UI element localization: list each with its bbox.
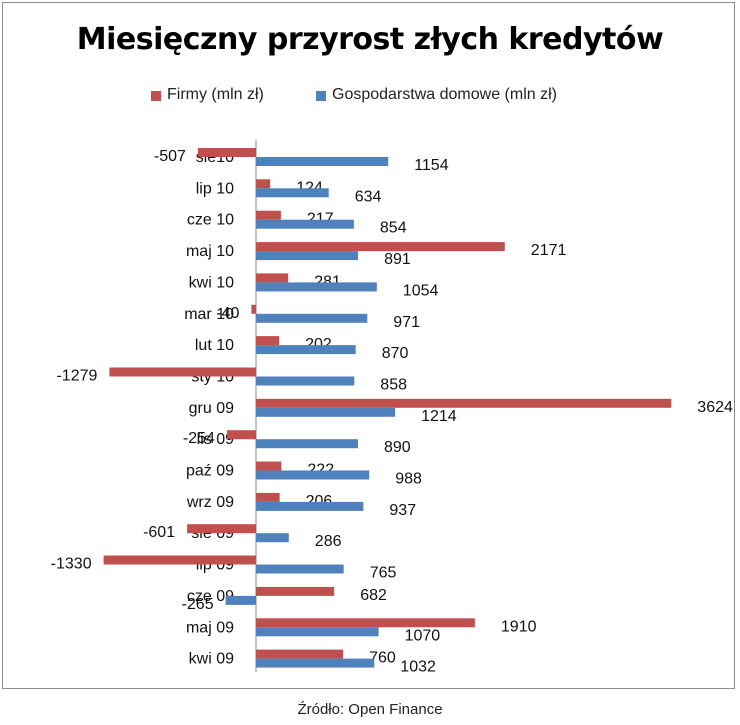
- category-label: maj 10: [186, 243, 234, 260]
- data-label-gospodarstwa: 891: [384, 251, 411, 268]
- data-label-gospodarstwa: 870: [382, 345, 409, 362]
- bar-firmy: [256, 618, 475, 628]
- data-label-gospodarstwa: 937: [389, 502, 416, 519]
- data-label-gospodarstwa: 1214: [421, 408, 457, 425]
- category-label: lip 10: [196, 180, 234, 197]
- data-label-gospodarstwa: 890: [384, 439, 411, 456]
- bar-gospodarstwa: [256, 313, 368, 323]
- data-label-gospodarstwa: 988: [395, 471, 422, 488]
- bar-firmy: [256, 273, 289, 283]
- category-label: kwi 10: [189, 274, 234, 291]
- bar-gospodarstwa: [256, 501, 364, 511]
- data-label-gospodarstwa: 1032: [400, 659, 436, 676]
- category-label: wrz 09: [186, 494, 234, 511]
- bar-gospodarstwa: [256, 470, 370, 480]
- category-label: kwi 09: [189, 651, 234, 668]
- data-label-gospodarstwa: 634: [355, 188, 382, 205]
- category-label: cze 10: [187, 212, 234, 229]
- category-label: lis 09: [197, 431, 234, 448]
- data-label-firmy: 760: [369, 650, 396, 667]
- data-label-gospodarstwa: 286: [315, 533, 342, 550]
- category-label: cze 09: [187, 588, 234, 605]
- bar-gospodarstwa: [256, 157, 389, 166]
- data-label-gospodarstwa: 1054: [403, 282, 439, 299]
- data-label-firmy: -40: [216, 305, 239, 322]
- data-label-gospodarstwa: 765: [370, 565, 397, 582]
- bar-gospodarstwa: [256, 376, 355, 386]
- data-label-firmy: -254: [183, 430, 215, 447]
- bar-gospodarstwa: [256, 407, 396, 417]
- data-label-firmy: 1910: [501, 618, 537, 635]
- bar-firmy: [256, 492, 280, 502]
- bar-firmy: [109, 367, 257, 377]
- bar-gospodarstwa: [256, 564, 344, 574]
- bar-firmy: [256, 398, 672, 408]
- data-label-firmy: 2171: [531, 242, 567, 259]
- bar-firmy: [256, 336, 280, 346]
- data-label-gospodarstwa: 858: [380, 377, 407, 394]
- data-label-firmy: -601: [143, 524, 175, 541]
- bar-gospodarstwa: [256, 251, 359, 261]
- legend-label-gospodarstwa: Gospodarstwa domowe (mln zł): [332, 86, 557, 103]
- bar-firmy: [256, 242, 505, 252]
- bar-firmy: [187, 524, 256, 534]
- data-label-gospodarstwa: 854: [380, 220, 407, 237]
- data-label-gospodarstwa: -265: [182, 596, 214, 613]
- legend-label-firmy: Firmy (mln zł): [167, 86, 264, 103]
- bar-gospodarstwa: [225, 595, 256, 605]
- legend: Firmy (mln zł) Gospodarstwa domowe (mln …: [0, 86, 740, 108]
- bar-gospodarstwa: [256, 658, 375, 668]
- category-label: paź 09: [186, 463, 234, 480]
- bar-firmy: [103, 555, 256, 565]
- bar-firmy: [256, 586, 335, 596]
- bar-firmy: [256, 461, 282, 471]
- chart-title: Miesięczny przyrost złych kredytów: [76, 22, 664, 57]
- data-label-gospodarstwa: 971: [393, 314, 420, 331]
- bar-firmy: [251, 304, 256, 314]
- category-label: gru 09: [189, 400, 234, 417]
- legend-swatch-firmy: [151, 91, 161, 101]
- category-label: mar 10: [184, 306, 234, 323]
- source-note: Źródło: Open Finance: [297, 701, 443, 718]
- category-label: lut 10: [195, 337, 234, 354]
- bar-gospodarstwa: [256, 219, 354, 229]
- bar-firmy: [197, 148, 256, 157]
- category-label: maj 09: [186, 619, 234, 636]
- bar-gospodarstwa: [256, 627, 379, 637]
- bar-firmy: [256, 649, 344, 659]
- bar-gospodarstwa: [256, 439, 358, 449]
- bar-gospodarstwa: [256, 282, 377, 292]
- data-label-firmy: 682: [360, 587, 387, 604]
- bar-firmy: [256, 179, 271, 189]
- data-label-gospodarstwa: 1070: [405, 627, 441, 644]
- data-label-firmy: -507: [154, 148, 186, 165]
- bar-gospodarstwa: [256, 188, 329, 198]
- chart-frame: [2, 2, 735, 689]
- data-label-firmy: -1279: [56, 368, 97, 385]
- data-label-firmy: 3624: [697, 399, 733, 416]
- bar-gospodarstwa: [256, 345, 356, 355]
- data-label-gospodarstwa: 1154: [414, 157, 449, 174]
- bar-firmy: [256, 210, 281, 220]
- data-label-firmy: -1330: [51, 556, 92, 573]
- bar-gospodarstwa: [256, 533, 289, 543]
- bar-firmy: [226, 430, 256, 440]
- legend-swatch-gospodarstwa: [316, 91, 326, 101]
